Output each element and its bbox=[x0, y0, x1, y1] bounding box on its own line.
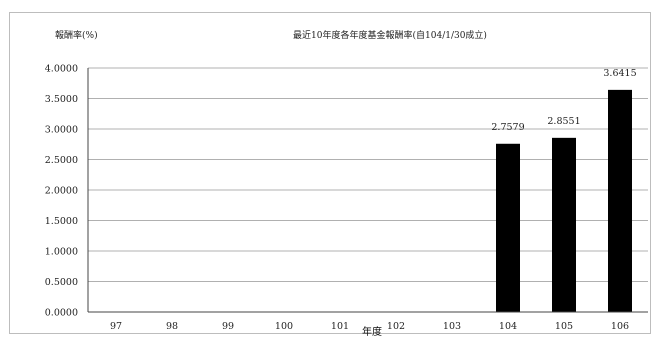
bar-105 bbox=[552, 137, 576, 312]
x-tick-label: 104 bbox=[499, 321, 517, 332]
x-tick-label: 103 bbox=[443, 321, 461, 332]
x-tick-label: 106 bbox=[611, 321, 629, 332]
value-label-104: 2.7579 bbox=[491, 122, 524, 133]
value-labels: 2.7579 2.8551 3.6415 bbox=[491, 68, 636, 133]
y-tick-label: 1.5000 bbox=[45, 216, 78, 227]
bar-106 bbox=[608, 89, 632, 312]
x-tick-label: 98 bbox=[166, 321, 178, 332]
x-tick-label: 97 bbox=[110, 321, 122, 332]
x-tick-label: 105 bbox=[555, 321, 573, 332]
y-tick-label: 3.0000 bbox=[45, 125, 78, 136]
x-axis-label: 年度 bbox=[362, 325, 382, 338]
y-tick-label: 2.5000 bbox=[45, 155, 78, 166]
x-tick-labels: 97 98 99 100 101 102 103 104 105 106 bbox=[110, 321, 629, 332]
y-tick-label: 0.0000 bbox=[45, 308, 78, 319]
bars bbox=[496, 89, 632, 312]
y-tick-label: 3.5000 bbox=[45, 94, 78, 105]
y-tick-labels: 0.0000 0.5000 1.0000 1.5000 2.0000 2.5000 3.00… bbox=[45, 64, 78, 319]
chart-title: 最近10年度各年度基金報酬率(自104/1/30成立) bbox=[293, 29, 487, 41]
x-tick-label: 99 bbox=[222, 321, 234, 332]
y-tick-label: 1.0000 bbox=[45, 247, 78, 258]
value-label-105: 2.8551 bbox=[547, 116, 580, 127]
y-tick-label: 0.5000 bbox=[45, 277, 78, 288]
bar-104 bbox=[496, 143, 520, 312]
y-tick-label: 4.0000 bbox=[45, 64, 78, 75]
chart-frame bbox=[9, 12, 651, 334]
value-label-106: 3.6415 bbox=[603, 68, 636, 79]
x-tick-label: 102 bbox=[387, 321, 405, 332]
y-tick-label: 2.0000 bbox=[45, 186, 78, 197]
y-axis-label: 報酬率(%) bbox=[55, 29, 98, 41]
x-tick-label: 101 bbox=[331, 321, 349, 332]
x-tick-label: 100 bbox=[275, 321, 293, 332]
